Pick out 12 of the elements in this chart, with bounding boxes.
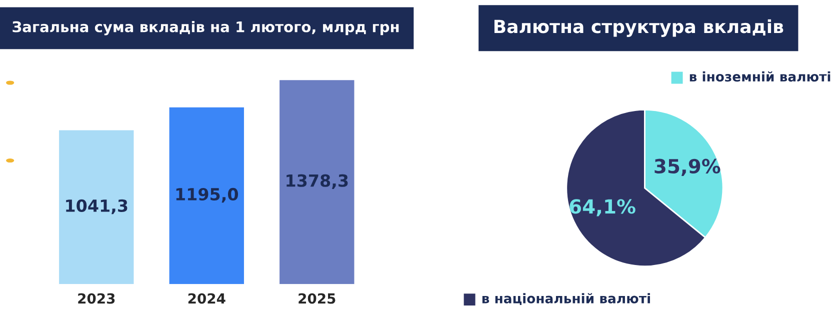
x-tick-label: 2024 bbox=[188, 293, 226, 304]
legend-label: в національній валюті bbox=[482, 293, 650, 306]
data-label: 64,1% bbox=[570, 199, 636, 216]
data-label: 1195,0 bbox=[176, 188, 238, 203]
data-label: 1378,3 bbox=[286, 174, 348, 190]
x-tick-label: 2023 bbox=[78, 293, 115, 304]
chart-title: Загальна сума вкладів на 1 лютого, млрд грн bbox=[12, 21, 399, 36]
data-label: 35,9% bbox=[654, 158, 720, 176]
legend-label: в іноземній валюті bbox=[690, 71, 830, 82]
chart-title: Валютна структура вкладів bbox=[494, 19, 784, 37]
x-tick-label: 2025 bbox=[298, 293, 336, 304]
data-label: 1041,3 bbox=[66, 199, 128, 214]
